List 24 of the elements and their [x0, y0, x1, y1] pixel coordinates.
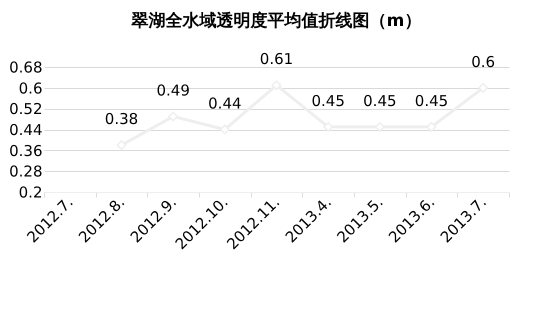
point [374, 122, 385, 132]
point [323, 122, 334, 132]
y-tick-label: 0.68 [9, 58, 42, 76]
point [426, 122, 436, 132]
point [220, 124, 230, 134]
y-tick-label: 0.52 [9, 100, 42, 118]
data-label: 0.49 [156, 81, 190, 100]
chart-title: 翠湖全水域透明度平均值折线图（m） [130, 11, 422, 32]
data-label: 0.6 [471, 52, 496, 71]
data-label: 0.45 [311, 92, 345, 110]
point [478, 82, 488, 93]
data-label: 0.38 [104, 110, 138, 128]
data-label: 0.45 [414, 92, 448, 110]
y-tick-label: 0.28 [9, 162, 42, 181]
point [168, 112, 178, 122]
y-tick-label: 0.6 [18, 79, 42, 98]
y-tick-label: 0.36 [9, 142, 42, 160]
point [116, 140, 126, 150]
data-label: 0.44 [208, 94, 242, 112]
data-label: 0.45 [363, 92, 397, 110]
y-tick-label: 0.2 [18, 184, 42, 202]
point [272, 80, 282, 90]
y-tick-label: 0.44 [9, 121, 42, 139]
data-label: 0.61 [260, 50, 294, 68]
